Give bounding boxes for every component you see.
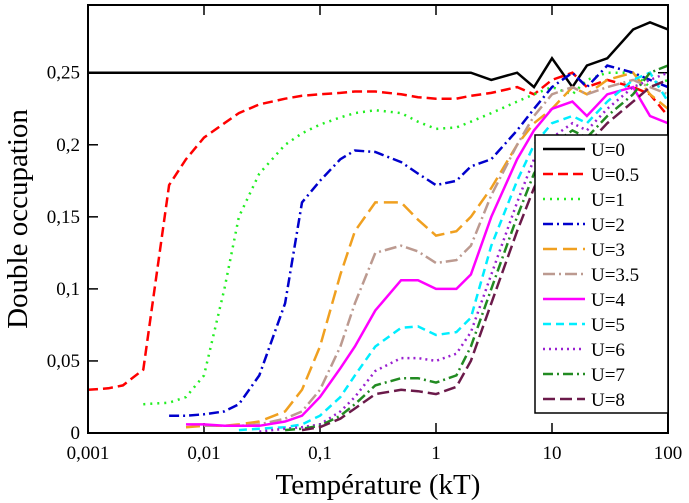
series-line: [259, 71, 668, 433]
series-line: [301, 78, 668, 432]
legend-label: U=6: [591, 340, 625, 361]
y-axis-label: Double occupation: [2, 109, 34, 329]
y-tick-label: 0: [71, 423, 81, 444]
x-axis-label: Température (kT): [276, 469, 481, 501]
x-tick-label: 0,01: [187, 443, 220, 464]
legend-label: U=2: [591, 215, 625, 236]
legend-label: U=3: [591, 240, 625, 261]
y-tick-label: 0,2: [56, 135, 80, 156]
series-line: [88, 71, 668, 392]
legend-label: U=3.5: [591, 265, 639, 286]
series-line: [88, 20, 668, 90]
series-line: [186, 85, 668, 428]
y-tick-label: 0,1: [56, 279, 80, 300]
x-tick-label: 0,1: [308, 443, 332, 464]
legend-box: [534, 134, 669, 414]
legend-label: U=4: [591, 290, 625, 311]
series-line: [185, 71, 668, 429]
series-line: [284, 64, 668, 432]
y-tick-label: 0,15: [47, 207, 80, 228]
x-tick-label: 1: [431, 443, 441, 464]
legend-label: U=1: [591, 190, 625, 211]
series-line: [238, 71, 668, 432]
x-tick-label: 0,001: [67, 443, 110, 464]
y-tick-label: 0,05: [47, 351, 80, 372]
legend-label: U=8: [591, 390, 625, 411]
legend-label: U=0.5: [591, 165, 639, 186]
legend-label: U=7: [591, 365, 625, 386]
series-line: [169, 64, 668, 417]
x-tick-label: 100: [654, 443, 683, 464]
legend-label: U=5: [591, 315, 625, 336]
legend-label: U=0: [591, 140, 625, 161]
y-tick-label: 0,25: [47, 63, 80, 84]
x-tick-label: 10: [543, 443, 562, 464]
series-line: [143, 71, 668, 406]
